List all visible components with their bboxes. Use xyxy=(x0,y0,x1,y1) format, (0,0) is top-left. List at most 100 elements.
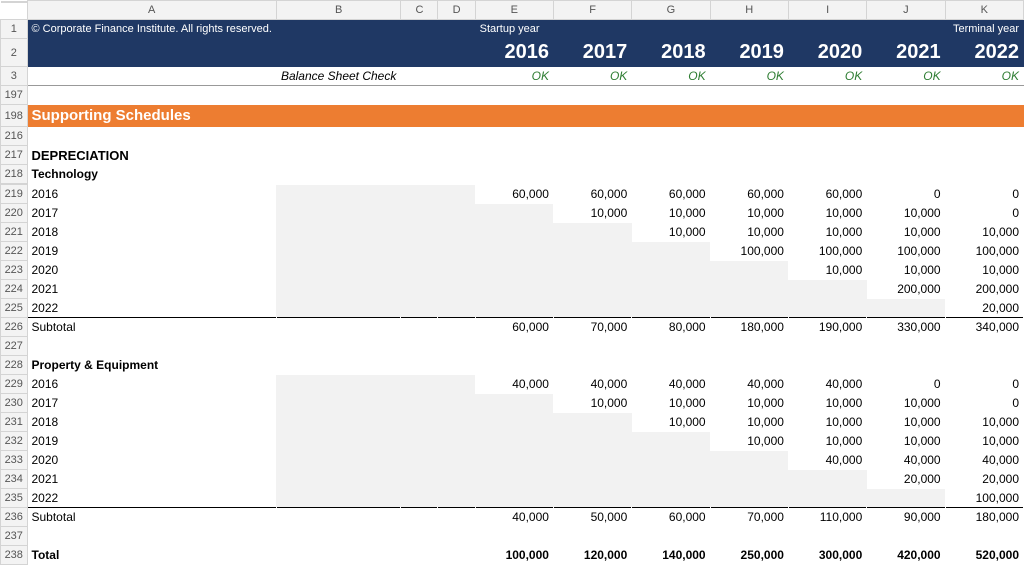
cell[interactable] xyxy=(276,20,400,39)
cell[interactable] xyxy=(438,185,475,204)
cell[interactable] xyxy=(553,146,631,165)
value-cell[interactable] xyxy=(553,451,631,470)
value-cell[interactable]: 10,000 xyxy=(710,432,788,451)
value-cell[interactable] xyxy=(788,299,866,318)
value-cell[interactable] xyxy=(553,261,631,280)
check-val[interactable]: OK xyxy=(553,67,631,86)
cell[interactable] xyxy=(401,451,438,470)
value-cell[interactable]: 10,000 xyxy=(710,413,788,432)
cell[interactable] xyxy=(438,261,475,280)
cell[interactable] xyxy=(788,337,866,356)
row-num[interactable]: 2 xyxy=(1,39,28,67)
cell[interactable] xyxy=(553,86,631,105)
cell[interactable] xyxy=(401,375,438,394)
cell[interactable] xyxy=(276,165,400,184)
cell[interactable] xyxy=(438,451,475,470)
cell[interactable] xyxy=(788,127,866,146)
check-val[interactable]: OK xyxy=(945,67,1023,86)
value-cell[interactable]: 40,000 xyxy=(475,375,553,394)
value-cell[interactable] xyxy=(788,470,866,489)
value-cell[interactable] xyxy=(553,470,631,489)
cell[interactable] xyxy=(438,146,475,165)
value-cell[interactable] xyxy=(475,432,553,451)
value-cell[interactable]: 100,000 xyxy=(788,242,866,261)
row-num[interactable]: 220 xyxy=(1,204,28,223)
value-cell[interactable]: 120,000 xyxy=(553,546,631,565)
value-cell[interactable]: 10,000 xyxy=(788,413,866,432)
value-cell[interactable] xyxy=(475,451,553,470)
technology-title[interactable]: Technology xyxy=(27,165,276,184)
value-cell[interactable] xyxy=(632,261,710,280)
value-cell[interactable]: 200,000 xyxy=(945,280,1023,299)
cell[interactable] xyxy=(401,86,438,105)
cell[interactable] xyxy=(867,20,945,39)
year-2022[interactable]: 2022 xyxy=(945,39,1023,67)
row-label[interactable]: 2018 xyxy=(27,223,276,242)
cell[interactable]: © Corporate Finance Institute. All right… xyxy=(27,20,276,39)
value-cell[interactable] xyxy=(475,242,553,261)
cell[interactable] xyxy=(553,20,631,39)
year-2019[interactable]: 2019 xyxy=(710,39,788,67)
value-cell[interactable]: 40,000 xyxy=(945,451,1023,470)
cell[interactable] xyxy=(945,146,1023,165)
value-cell[interactable]: 190,000 xyxy=(788,318,866,337)
value-cell[interactable]: 10,000 xyxy=(788,394,866,413)
col-header-G[interactable]: G xyxy=(632,1,710,20)
cell[interactable] xyxy=(276,299,400,318)
row-num[interactable]: 229 xyxy=(1,375,28,394)
check-val[interactable]: OK xyxy=(475,67,553,86)
cell[interactable] xyxy=(276,39,400,67)
cell[interactable] xyxy=(438,470,475,489)
col-header-D[interactable]: D xyxy=(438,1,475,20)
cell[interactable] xyxy=(788,146,866,165)
value-cell[interactable] xyxy=(553,242,631,261)
cell[interactable] xyxy=(438,105,475,127)
cell[interactable] xyxy=(945,86,1023,105)
value-cell[interactable] xyxy=(788,489,866,508)
cell[interactable] xyxy=(632,527,710,546)
cell[interactable] xyxy=(788,86,866,105)
check-val[interactable]: OK xyxy=(632,67,710,86)
cell[interactable] xyxy=(475,165,553,184)
value-cell[interactable]: 20,000 xyxy=(945,470,1023,489)
cell[interactable] xyxy=(27,337,276,356)
cell[interactable] xyxy=(867,86,945,105)
value-cell[interactable] xyxy=(553,223,631,242)
value-cell[interactable] xyxy=(632,299,710,318)
cell[interactable] xyxy=(276,280,400,299)
value-cell[interactable]: 60,000 xyxy=(788,185,866,204)
cell[interactable] xyxy=(632,127,710,146)
cell[interactable] xyxy=(438,67,475,86)
cell[interactable] xyxy=(632,165,710,184)
value-cell[interactable] xyxy=(788,280,866,299)
value-cell[interactable]: 100,000 xyxy=(867,242,945,261)
cell[interactable] xyxy=(553,127,631,146)
value-cell[interactable]: 10,000 xyxy=(710,394,788,413)
year-2018[interactable]: 2018 xyxy=(632,39,710,67)
cell[interactable] xyxy=(401,527,438,546)
year-2016[interactable]: 2016 xyxy=(475,39,553,67)
cell[interactable] xyxy=(401,146,438,165)
cell[interactable] xyxy=(710,20,788,39)
cell[interactable] xyxy=(867,127,945,146)
cell[interactable] xyxy=(867,356,945,375)
value-cell[interactable]: 40,000 xyxy=(553,375,631,394)
cell[interactable] xyxy=(401,356,438,375)
cell[interactable] xyxy=(632,20,710,39)
value-cell[interactable]: 10,000 xyxy=(945,223,1023,242)
row-num[interactable]: 216 xyxy=(1,127,28,146)
value-cell[interactable]: 60,000 xyxy=(475,185,553,204)
value-cell[interactable]: 0 xyxy=(867,185,945,204)
cell[interactable] xyxy=(276,394,400,413)
row-num[interactable]: 225 xyxy=(1,299,28,318)
cell[interactable] xyxy=(632,105,710,127)
row-num[interactable]: 1 xyxy=(1,20,28,39)
value-cell[interactable]: 0 xyxy=(867,375,945,394)
cell[interactable] xyxy=(710,127,788,146)
cell[interactable] xyxy=(553,105,631,127)
year-2021[interactable]: 2021 xyxy=(867,39,945,67)
value-cell[interactable]: 100,000 xyxy=(945,489,1023,508)
value-cell[interactable]: 100,000 xyxy=(710,242,788,261)
value-cell[interactable] xyxy=(710,299,788,318)
row-num[interactable]: 217 xyxy=(1,146,28,165)
